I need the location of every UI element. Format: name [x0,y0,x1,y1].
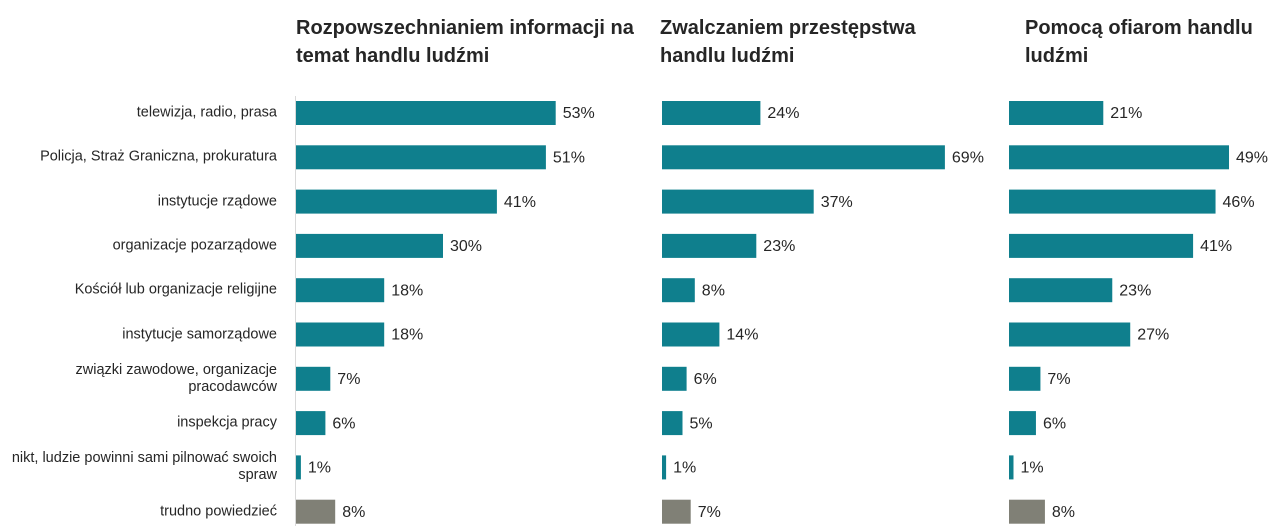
value-label: 7% [698,504,721,521]
value-label: 6% [694,371,717,388]
value-label: 1% [1020,460,1043,477]
bar [1009,233,1194,258]
bar [662,322,720,347]
bar [296,455,301,480]
value-label: 8% [342,504,365,521]
bar [296,233,443,258]
value-label: 7% [337,371,360,388]
value-label: 6% [1043,415,1066,432]
value-label: 51% [553,150,585,167]
bar [1009,101,1104,125]
category-label: związki zawodowe, organizacje pracodawcó… [75,361,278,395]
bar [662,233,757,258]
category-label: nikt, ludzie powinni sami pilnować swoic… [11,450,277,484]
bar [662,101,761,125]
value-label: 49% [1236,150,1268,167]
value-label: 46% [1223,194,1255,211]
category-label: Kościół lub organizacje religijne [74,281,277,298]
bar [1009,366,1041,391]
bar [662,499,691,524]
value-label: 8% [1052,504,1075,521]
bar [296,322,385,347]
bar [296,101,556,125]
bar [296,278,385,303]
bar [1009,322,1131,347]
bar [1009,189,1216,214]
value-label: 41% [504,194,536,211]
value-label: 14% [726,327,758,344]
category-label: inspekcja pracy [177,414,277,431]
bar [1009,411,1036,436]
category-label: trudno powiedzieć [160,503,277,520]
value-label: 53% [563,105,595,122]
value-label: 69% [952,150,984,167]
bar [296,411,326,436]
bar [1009,145,1230,170]
value-label: 23% [763,238,795,255]
value-label: 18% [391,282,423,299]
value-label: 37% [821,194,853,211]
bar [662,455,667,480]
value-label: 1% [308,460,331,477]
bar [662,145,945,170]
panel-title: Rozpowszechnianiem informacji na temat h… [296,17,634,67]
panel-title: Pomocą ofiarom handlu ludźmi [1025,17,1253,67]
value-label: 21% [1110,105,1142,122]
bar [662,278,695,303]
value-label: 5% [690,415,713,432]
category-label: instytucje samorządowe [122,326,277,342]
bar [296,145,546,170]
bar [296,189,497,214]
value-label: 24% [767,105,799,122]
value-label: 41% [1200,238,1232,255]
category-label: telewizja, radio, prasa [136,104,277,121]
bar [662,411,683,436]
bar [662,366,687,391]
value-label: 7% [1047,371,1070,388]
value-label: 27% [1137,327,1169,344]
value-label: 23% [1119,282,1151,299]
bar [1009,278,1113,303]
value-label: 8% [702,282,725,299]
bar [662,189,814,214]
category-label: instytucje rządowe [157,193,277,210]
bar [1009,455,1014,480]
value-label: 6% [332,415,355,432]
category-label: organizacje pozarządowe [112,237,277,254]
bar [296,366,331,391]
value-label: 18% [391,327,423,344]
value-label: 30% [450,238,482,255]
panel-title: Zwalczaniem przestępstwa handlu ludźmi [660,17,916,67]
category-label: Policja, Straż Graniczna, prokuratura [40,148,277,165]
bar [1009,499,1045,524]
value-label: 1% [673,460,696,477]
bar [296,499,336,524]
